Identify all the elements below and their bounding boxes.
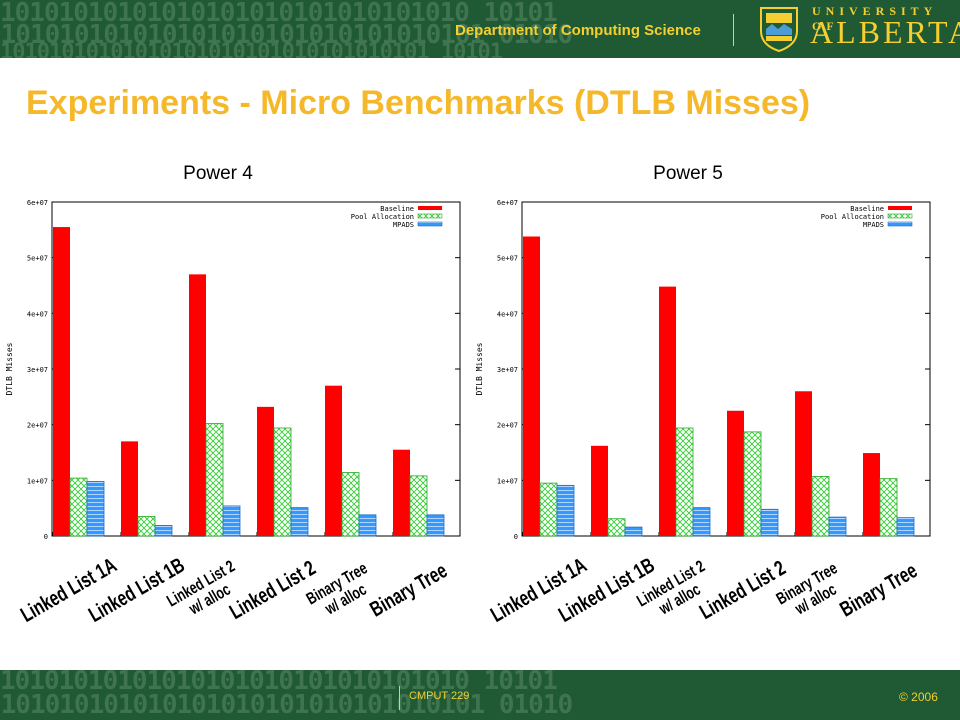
bar-baseline [659,286,676,536]
y-tick-label: 3e+07 [497,366,518,374]
bar-pool-allocation [539,482,558,537]
bar-pool-allocation [879,478,898,537]
legend-swatch [887,213,913,219]
y-tick-label: 6e+07 [27,199,48,207]
slide-title: Experiments - Micro Benchmarks (DTLB Mis… [26,84,811,122]
y-tick-label: 0 [44,533,48,541]
x-category-label: Binary Tree [836,558,921,621]
bar-pool-allocation [743,431,762,537]
course-code: CMPUT 229 [409,690,470,702]
bar-pool-allocation [409,475,428,537]
copyright-text: © 2006 [899,690,938,704]
bar-baseline [53,227,70,537]
bar-mpads [692,507,711,537]
bar-mpads [624,526,643,537]
bar-baseline [121,441,138,536]
bar-mpads [828,516,847,537]
y-tick-label: 2e+07 [497,422,518,430]
y-axis-label: DTLB Misses [475,342,484,395]
legend-label: Pool Allocation [821,213,884,221]
bar-mpads [760,508,779,537]
legend-label: Pool Allocation [351,213,414,221]
legend-swatch [887,221,913,227]
bar-pool-allocation [69,477,88,537]
legend-swatch [418,206,442,210]
y-tick-label: 6e+07 [497,199,518,207]
x-category-label: Binary Tree [366,558,451,621]
y-tick-label: 2e+07 [27,422,48,430]
y-tick-label: 3e+07 [27,366,48,374]
chart-title: Power 4 [183,163,253,184]
department-name: Department of Computing Science [455,22,701,39]
y-tick-label: 4e+07 [27,310,48,318]
y-tick-label: 0 [514,533,518,541]
legend-label: Baseline [380,205,414,213]
bar-baseline [189,274,206,536]
binary-pattern-row: 10101010101010101010101010101010101 1010… [0,40,503,58]
bar-pool-allocation [341,472,360,537]
bar-mpads [556,484,575,537]
legend-swatch [417,213,443,219]
binary-pattern-row: 0101010101010101010101010101010101 01010 [0,20,573,50]
university-crest-icon [760,7,798,53]
bar-baseline [727,410,744,536]
y-tick-label: 4e+07 [497,310,518,318]
bar-baseline [795,391,812,536]
university-name: ALBERTA [810,14,960,50]
bar-pool-allocation [273,427,292,537]
category-label-line: Linked List 2 [225,555,319,623]
legend-label: MPADS [393,221,414,229]
footer-bar: 10101010101010101010101010101010 10101 0… [0,670,960,720]
bar-mpads [154,525,173,537]
legend-label: Baseline [850,205,884,213]
x-category-label: Linked List 2 [225,555,319,623]
plot-frame [521,201,931,537]
y-tick-label: 1e+07 [27,477,48,485]
bar-baseline [393,449,410,536]
header-divider [733,14,734,46]
binary-pattern-row: 10101010101010101010101010101010 10101 [0,0,558,28]
power4-chart: Power 4 0 1e+07 2e+07 3e+07 4e+07 5e+07 6e+07 DT… [5,163,461,627]
x-category-label: Linked List 2 [695,555,789,623]
bar-baseline [591,445,608,536]
category-label-line: Binary Tree [366,558,451,621]
bar-pool-allocation [137,516,156,537]
bar-pool-allocation [811,476,830,537]
header-bar: 10101010101010101010101010101010 10101 0… [0,0,960,58]
bar-mpads [896,517,915,537]
power5-chart: Power 5 0 1e+07 2e+07 3e+07 4e+07 5e+07 6e+07 DT… [475,163,931,627]
binary-pattern-row: 10101010101010101010101010101010 10101 [0,670,558,696]
binary-pattern-row: 0101010101010101010101010101010101 01010 [0,690,573,720]
bar-pool-allocation [607,518,626,537]
y-tick-label: 1e+07 [497,477,518,485]
legend-swatch [417,221,443,227]
bar-baseline [325,385,342,536]
bar-baseline [257,406,274,536]
footer-divider [399,686,400,710]
category-label-line: Binary Tree [836,558,921,621]
legend-label: MPADS [863,221,884,229]
chart-title: Power 5 [653,163,723,184]
bar-baseline [523,236,540,536]
y-tick-label: 5e+07 [27,255,48,263]
bar-baseline [863,453,880,536]
y-axis-label: DTLB Misses [5,342,14,395]
bar-mpads [86,481,105,537]
bar-mpads [358,514,377,537]
university-of-text: UNIVERSITY OF [812,4,937,33]
bar-mpads [426,514,445,537]
bar-mpads [222,505,241,537]
y-tick-label: 5e+07 [497,255,518,263]
legend-swatch [888,206,912,210]
bar-pool-allocation [205,423,224,537]
bar-mpads [290,507,309,537]
bar-pool-allocation [675,427,694,537]
category-label-line: Linked List 2 [695,555,789,623]
